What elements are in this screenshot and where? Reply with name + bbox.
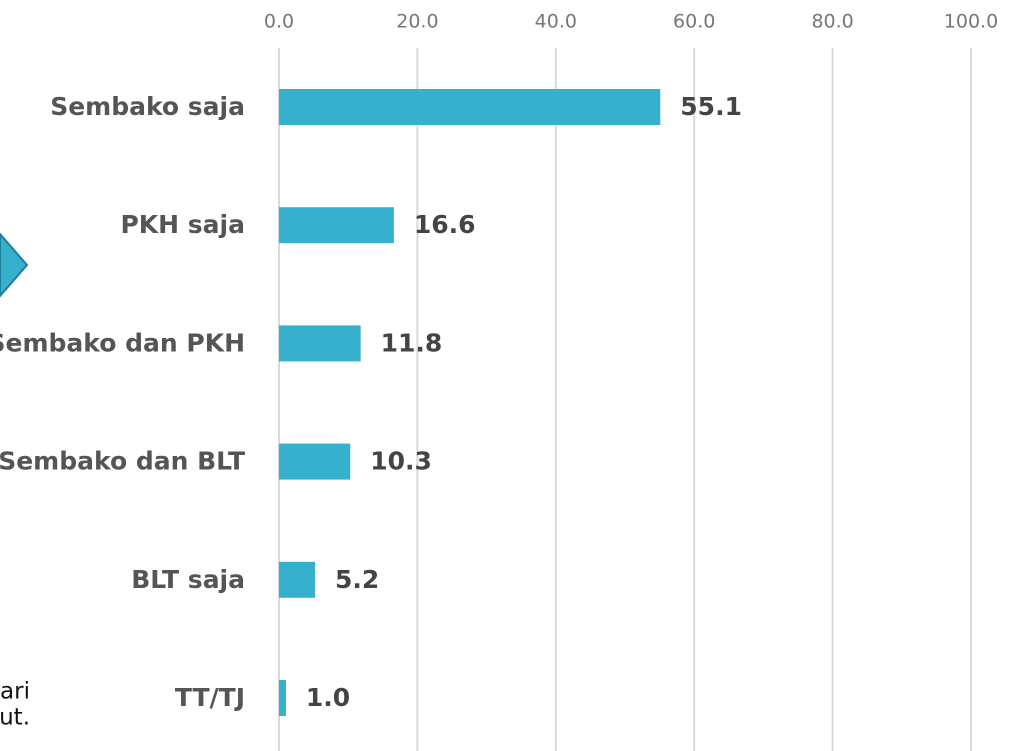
bar [279,207,394,244]
bar [279,680,286,716]
value-label: 10.3 [370,447,432,476]
x-tick-label: 20.0 [396,11,438,33]
value-label: 11.8 [381,328,443,357]
annotation: ari [0,679,30,705]
value-label: 16.6 [414,210,476,239]
category-label: TT/TJ [175,683,245,712]
x-tick-label: 0.0 [264,11,294,33]
category-label: Sembako dan PKH [0,328,245,357]
bar [279,561,315,598]
x-tick-label: 60.0 [673,11,715,33]
value-label: 5.2 [335,565,379,594]
x-tick-label: 40.0 [535,11,577,33]
category-label: PKH saja [120,210,245,239]
x-tick-label: 100.0 [944,11,998,33]
value-label: 1.0 [306,683,350,712]
category-label: BLT saja [131,565,245,594]
x-tick-label: 80.0 [811,11,853,33]
category-label: Sembako saja [50,92,245,121]
category-label: Sembako dan BLT [0,447,245,476]
value-label: 55.1 [680,92,742,121]
bar [279,325,361,362]
annotation: ut. [0,705,30,731]
bar [279,89,661,125]
arrow-shape [0,232,29,298]
bar [279,443,351,480]
